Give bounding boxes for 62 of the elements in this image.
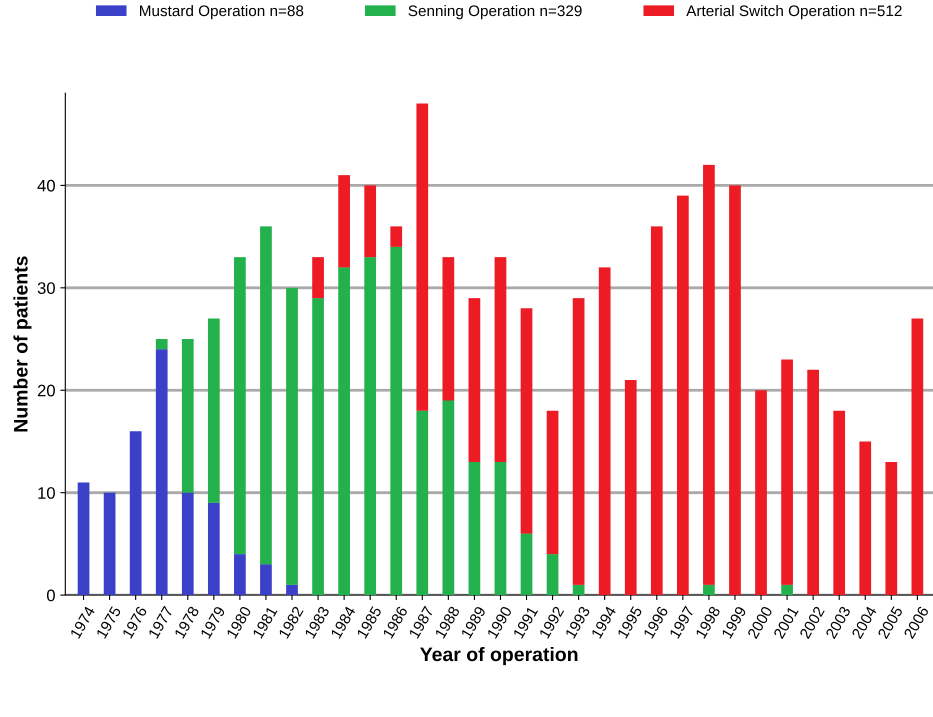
bar — [703, 584, 715, 596]
bar — [156, 339, 168, 350]
bar — [807, 370, 819, 596]
bar — [208, 318, 220, 503]
bar — [755, 390, 767, 596]
bar — [104, 492, 116, 596]
bar — [546, 410, 558, 554]
bar — [78, 482, 90, 596]
bar — [468, 462, 480, 596]
bar — [338, 267, 350, 596]
bar — [286, 584, 298, 596]
y-tick-label: 0 — [46, 590, 55, 602]
bar — [260, 226, 272, 564]
bar — [781, 584, 793, 596]
bar — [364, 257, 376, 596]
bar — [130, 431, 142, 596]
bar — [781, 360, 793, 585]
bar — [312, 298, 324, 596]
bar — [912, 318, 924, 596]
bar — [156, 349, 168, 596]
bar — [885, 462, 898, 596]
y-tick-label: 40 — [37, 180, 55, 192]
bar — [390, 226, 402, 247]
y-tick-label: 30 — [38, 282, 55, 294]
bar — [416, 103, 428, 411]
y-axis-title: Number of patients — [13, 256, 32, 432]
bar — [624, 380, 637, 596]
y-tick-label: 20 — [38, 384, 55, 396]
bar — [546, 554, 558, 596]
bar — [312, 257, 324, 298]
bar — [572, 298, 584, 585]
bar — [833, 410, 846, 596]
bar — [442, 257, 454, 400]
legend-label: Arterial Switch Operation n=512 — [686, 4, 902, 20]
bar — [234, 554, 246, 596]
bar — [494, 462, 506, 596]
bar — [598, 267, 611, 596]
bar — [494, 257, 506, 462]
x-axis-title: Year of operation — [420, 646, 578, 666]
bar — [520, 534, 532, 596]
bar — [650, 226, 663, 596]
bar — [442, 400, 454, 596]
bar — [676, 196, 689, 596]
y-tick-label: 10 — [38, 487, 55, 499]
bar — [234, 257, 246, 554]
bar — [182, 339, 194, 493]
bar — [859, 441, 872, 596]
bar — [182, 492, 194, 596]
bar — [468, 298, 480, 462]
bar — [364, 185, 376, 258]
bar — [338, 175, 350, 268]
legend-label: Mustard Operation n=88 — [140, 4, 304, 20]
bar — [572, 584, 584, 596]
bar — [260, 564, 272, 596]
legend-label: Senning Operation n=329 — [408, 4, 582, 20]
bar — [390, 246, 402, 596]
bar — [286, 288, 298, 585]
bar — [208, 502, 220, 596]
bar — [416, 410, 428, 596]
bar — [729, 185, 741, 596]
bar — [703, 164, 715, 585]
bar — [520, 308, 532, 534]
